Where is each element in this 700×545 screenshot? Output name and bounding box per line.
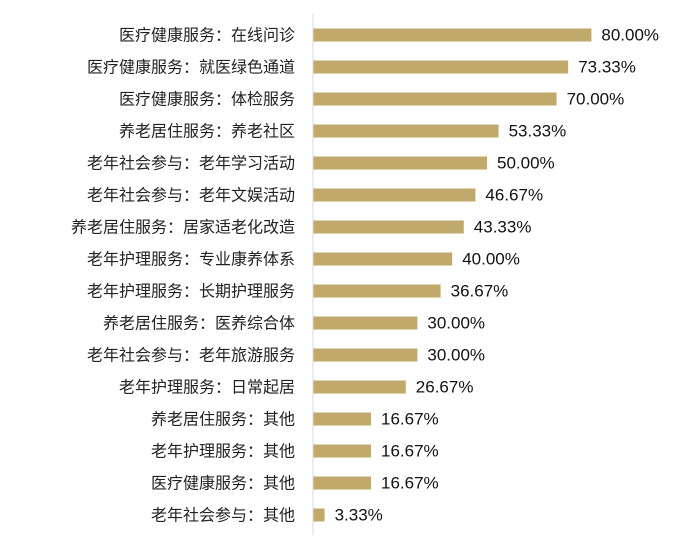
value-label: 46.67% [485, 186, 543, 205]
bar [313, 28, 592, 42]
bar [313, 156, 487, 170]
category-label: 养老居住服务：医养综合体 [103, 314, 295, 333]
value-label: 16.67% [381, 410, 439, 429]
bar [313, 284, 441, 298]
category-label: 养老居住服务：养老社区 [119, 122, 295, 141]
bar [313, 220, 464, 234]
value-label: 30.00% [427, 314, 485, 333]
category-label: 医疗健康服务：就医绿色通道 [87, 58, 295, 77]
category-label: 老年社会参与：老年学习活动 [87, 154, 295, 173]
bar [313, 412, 372, 426]
category-label: 老年护理服务：长期护理服务 [87, 282, 295, 301]
value-label: 50.00% [497, 154, 555, 173]
category-label: 老年护理服务：日常起居 [119, 378, 295, 397]
value-label: 26.67% [416, 378, 474, 397]
bar [313, 124, 499, 138]
category-label: 老年社会参与：老年文娱活动 [87, 186, 295, 205]
category-label: 养老居住服务：其他 [151, 410, 295, 429]
value-label: 53.33% [509, 122, 567, 141]
value-label: 40.00% [462, 250, 520, 269]
value-label: 36.67% [451, 282, 509, 301]
category-label: 医疗健康服务：在线问诊 [119, 26, 295, 45]
bar [313, 380, 406, 394]
bar [313, 60, 569, 74]
category-labels-group: 医疗健康服务：在线问诊医疗健康服务：就医绿色通道医疗健康服务：体检服务养老居住服… [71, 26, 295, 525]
bars-group [313, 28, 592, 522]
category-label: 老年社会参与：其他 [151, 506, 295, 525]
value-label: 16.67% [381, 442, 439, 461]
value-label: 16.67% [381, 474, 439, 493]
bar [313, 348, 418, 362]
category-label: 医疗健康服务：其他 [151, 474, 295, 493]
category-label: 养老居住服务：居家适老化改造 [71, 218, 295, 237]
value-label: 3.33% [335, 506, 383, 525]
value-label: 80.00% [601, 26, 659, 45]
bar [313, 508, 325, 522]
bar [313, 252, 453, 266]
value-labels-group: 80.00% 73.33% 70.00%53.33% 50.00% 46.67% 43.3… [335, 26, 659, 525]
bar [313, 316, 418, 330]
category-label: 老年护理服务：专业康养体系 [87, 250, 295, 269]
bar [313, 188, 476, 202]
bar [313, 476, 372, 490]
category-label: 医疗健康服务：体检服务 [119, 90, 295, 109]
value-label: 70.00% [567, 90, 625, 109]
value-label: 73.33% [578, 58, 636, 77]
category-label: 老年护理服务：其他 [151, 442, 295, 461]
bar [313, 444, 372, 458]
value-label: 30.00% [427, 346, 485, 365]
value-label: 43.33% [474, 218, 532, 237]
bar [313, 92, 557, 106]
category-label: 老年社会参与：老年旅游服务 [87, 346, 295, 365]
